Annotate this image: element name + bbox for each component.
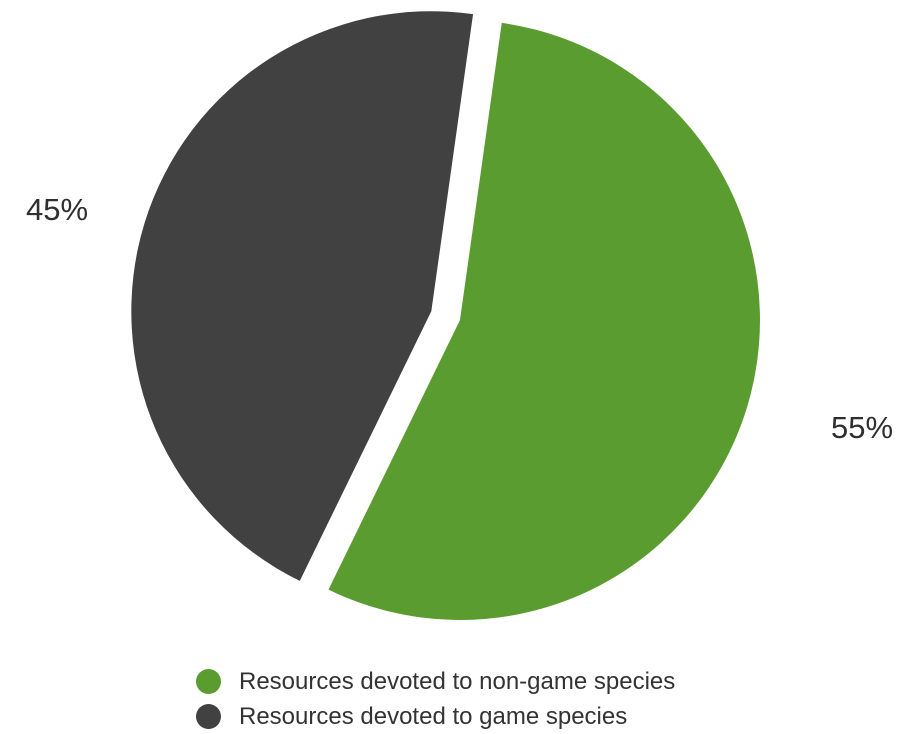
pie-slice-non-game	[328, 22, 760, 620]
pie-slice-game	[131, 11, 474, 581]
legend-swatch-game	[196, 704, 221, 729]
legend-label-non-game: Resources devoted to non-game species	[239, 667, 676, 695]
legend-item-non-game: Resources devoted to non-game species	[196, 664, 675, 699]
pie-slices	[131, 11, 760, 620]
legend-swatch-non-game	[196, 669, 221, 694]
legend-item-game: Resources devoted to game species	[196, 699, 675, 734]
slice-label-non-game: 55%	[831, 410, 893, 445]
pie-labels: 55% 45%	[26, 192, 893, 445]
slice-label-game: 45%	[26, 192, 88, 227]
legend: Resources devoted to non-game species Re…	[196, 664, 675, 734]
legend-label-game: Resources devoted to game species	[239, 702, 628, 730]
